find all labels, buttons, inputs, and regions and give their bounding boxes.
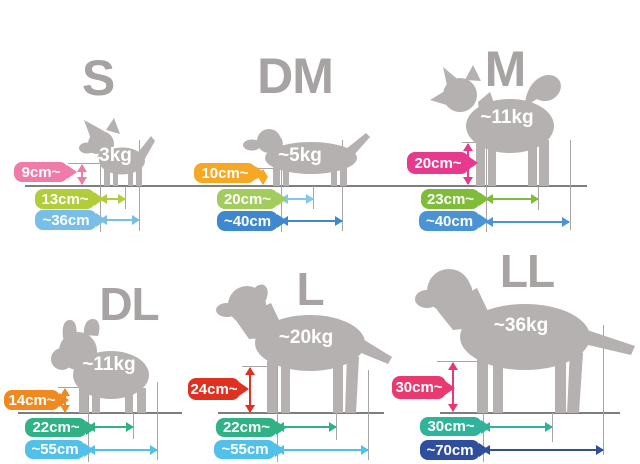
- guide-line: [603, 325, 604, 455]
- weight-label: ~3kg: [88, 145, 132, 166]
- mid-measure-arrow: [277, 426, 336, 428]
- mid-measure-arrow: [486, 198, 538, 200]
- measure-tag: 30cm~: [392, 376, 446, 399]
- size-title: M: [484, 41, 527, 97]
- ground-line: [440, 412, 620, 414]
- chest-height-line: [242, 366, 277, 367]
- measure-tag: ~55cm: [214, 440, 276, 459]
- measure-tag: 23cm~: [421, 189, 480, 209]
- size-title: LL: [499, 245, 555, 297]
- labrador-silhouette: [415, 269, 635, 413]
- bottom-measure-arrow: [281, 220, 342, 222]
- weight-label: ~11kg: [82, 354, 136, 375]
- measure-tag-label: ~36cm: [42, 211, 90, 229]
- measure-tag-label: ~40cm: [223, 212, 272, 230]
- bottom-measure-arrow: [486, 221, 569, 223]
- measure-tag-label: 13cm~: [41, 190, 89, 208]
- bottom-measure-arrow: [88, 449, 157, 451]
- guide-line: [570, 140, 571, 230]
- measure-tag: 20cm~: [407, 152, 469, 174]
- measure-tag: 22cm~: [216, 418, 277, 437]
- ground-line: [18, 412, 182, 414]
- measure-tag: 24cm~: [188, 378, 240, 400]
- measure-tag-label: ~40cm: [425, 212, 474, 230]
- bottom-measure-arrow: [483, 449, 603, 451]
- size-title: DL: [99, 278, 159, 330]
- measure-tag: ~40cm: [419, 211, 480, 231]
- dachshund-silhouette: [243, 129, 370, 186]
- weight-label: ~36kg: [493, 315, 549, 336]
- measure-tag-label: 22cm~: [32, 419, 80, 436]
- measure-tag-label: ~55cm: [221, 441, 269, 458]
- measure-tag-label: 20cm~: [414, 154, 462, 172]
- measure-tag: ~55cm: [25, 440, 85, 459]
- measure-tag-label: 10cm~: [201, 164, 249, 182]
- weight-label: ~11kg: [480, 107, 534, 128]
- ground-line: [218, 412, 384, 414]
- measure-tag-label: 22cm~: [222, 419, 271, 436]
- measure-tag-label: 30cm~: [395, 379, 443, 396]
- chest-height-line: [58, 387, 88, 388]
- chest-height-line: [437, 361, 488, 362]
- measure-tag-label: 9cm~: [21, 163, 61, 181]
- measure-tag: 20cm~: [217, 189, 278, 209]
- chest-height-line: [462, 142, 486, 143]
- mid-measure-arrow: [100, 198, 125, 200]
- measure-tag: ~70cm: [420, 440, 480, 460]
- vertical-measure-arrow: [81, 165, 83, 184]
- guide-line: [486, 137, 487, 232]
- mid-measure-arrow: [483, 426, 552, 428]
- medium-dog-silhouette: [216, 284, 392, 413]
- mid-measure-arrow: [88, 426, 133, 428]
- weight-label: ~5kg: [278, 145, 322, 166]
- ground-line: [25, 185, 587, 187]
- size-title: DM: [257, 48, 334, 104]
- guide-line: [157, 382, 158, 460]
- size-title: L: [296, 263, 324, 315]
- weight-label: ~20kg: [278, 327, 334, 348]
- measure-tag: 13cm~: [35, 189, 95, 209]
- shiba-silhouette: [430, 65, 561, 186]
- measure-tag: ~40cm: [217, 211, 278, 231]
- bottom-measure-arrow: [100, 219, 139, 221]
- measure-tag: 10cm~: [194, 163, 256, 183]
- french-bulldog-silhouette: [51, 319, 149, 413]
- guide-line: [88, 375, 89, 462]
- size-title: S: [81, 50, 115, 106]
- bottom-measure-arrow: [277, 449, 368, 451]
- measure-tag: ~36cm: [35, 210, 97, 230]
- measure-tag: 30cm~: [420, 417, 482, 436]
- measure-tag-label: 20cm~: [223, 190, 272, 208]
- guide-line: [277, 358, 278, 462]
- measure-tag-label: ~55cm: [31, 441, 79, 458]
- measure-tag-label: ~70cm: [426, 441, 474, 459]
- guide-line: [368, 370, 369, 460]
- measure-tag-label: 24cm~: [190, 380, 238, 398]
- measure-tag: 9cm~: [14, 162, 68, 182]
- measure-tag: 22cm~: [25, 418, 87, 437]
- measure-tag-label: 30cm~: [427, 418, 475, 435]
- chihuahua-silhouette: [79, 118, 155, 186]
- mid-measure-arrow: [281, 198, 313, 200]
- measure-tag-label: 14cm~: [8, 391, 56, 409]
- vertical-measure-arrow: [249, 368, 251, 412]
- measure-tag-label: 23cm~: [426, 190, 475, 208]
- measure-tag: 14cm~: [4, 390, 60, 410]
